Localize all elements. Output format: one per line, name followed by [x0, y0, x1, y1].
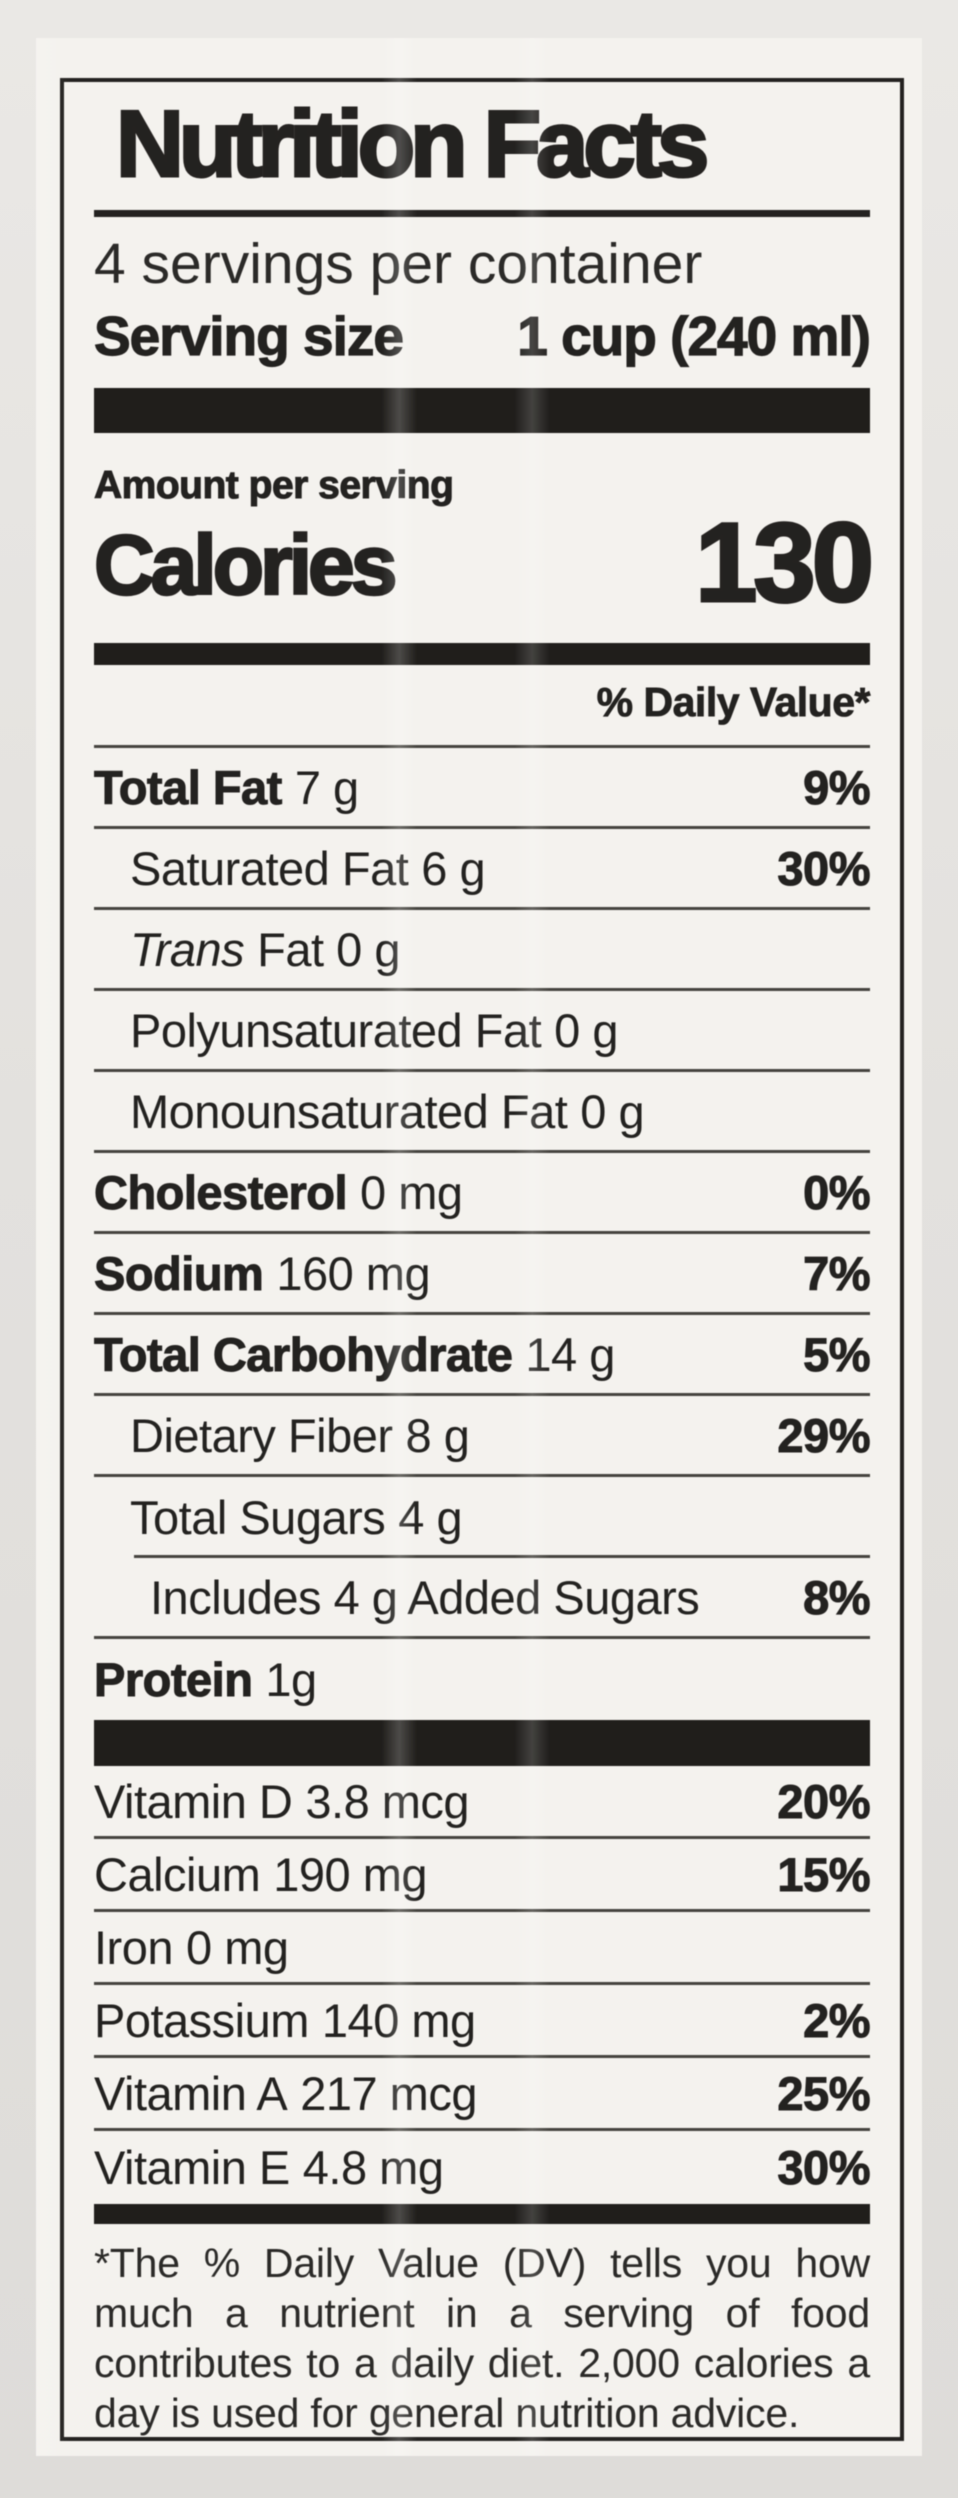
nutrient-amount: 3.8 mcg [305, 1774, 470, 1828]
nutrient-amount: 0 g [580, 1084, 645, 1138]
nutrient-dv: 29% [777, 1408, 871, 1462]
nutrient-dv: 7% [803, 1246, 871, 1300]
nutrient-name: Vitamin E [94, 2141, 290, 2194]
nutrient-row: Includes 4 g Added Sugars 8% [94, 1558, 871, 1639]
nutrient-amount: 140 mg [321, 1993, 476, 2047]
nutrient-name: Total Fat [94, 760, 283, 814]
nutrient-amount: 8 g [405, 1408, 470, 1462]
nutrient-name: Total Sugars [130, 1491, 386, 1544]
nutrient-name: Potassium [94, 1993, 309, 2047]
nutrient-row: Sodium 160 mg 7% [93, 1234, 871, 1315]
calories-value: 130 [694, 500, 876, 625]
nutrient-dv: 2% [803, 1993, 871, 2047]
nutrient-name: Dietary Fiber [130, 1408, 393, 1462]
vitamin-row: Vitamin D 3.8 mcg 20% [94, 1766, 871, 1839]
nutrient-row: Total Sugars 4 g [94, 1477, 870, 1558]
nutrient-amount: 4 g [398, 1491, 463, 1544]
serving-size-value: 1 cup (240 ml) [517, 304, 872, 367]
nutrient-name: Saturated Fat [130, 841, 409, 895]
nutrient-name: Cholesterol [93, 1165, 348, 1219]
nutrient-amount: 0 mg [360, 1165, 463, 1219]
nutrient-row: Cholesterol 0 mg 0% [93, 1153, 871, 1234]
nutrient-amount: Fat 0 g [257, 922, 400, 976]
amount-per-serving: Amount per serving [94, 464, 455, 507]
vitamin-row: Potassium 140 mg 2% [94, 1985, 871, 2058]
nutrient-amount: 0 mg [186, 1920, 289, 1974]
nutrient-name: Iron [94, 1920, 174, 1974]
separator-bar-thick [94, 388, 870, 433]
nutrient-name: Polyunsaturated Fat [130, 1003, 542, 1057]
serving-size-row: Serving size 1 cup (240 ml) [93, 304, 872, 368]
nutrient-row: Dietary Fiber 8 g 29% [94, 1396, 871, 1477]
vitamin-row: Vitamin E 4.8 mg 30% [94, 2131, 871, 2204]
nutrient-name: Vitamin D [94, 1774, 293, 1828]
label-border-box: Nutrition Facts 4 servings per container… [60, 78, 904, 2441]
daily-value-footnote: *The % Daily Value (DV) tells you how mu… [94, 2240, 870, 2436]
nutrition-label: Nutrition Facts 4 servings per container… [36, 38, 922, 2456]
nutrient-row: Trans Fat 0 g [94, 910, 870, 991]
nutrient-name: Protein [93, 1653, 253, 1707]
nutrient-dv: 8% [803, 1570, 871, 1624]
label-title: Nutrition Facts [94, 82, 870, 217]
nutrient-row: Polyunsaturated Fat 0 g [94, 991, 870, 1072]
servings-per-container: 4 servings per container [94, 232, 703, 296]
nutrient-amount: 1g [265, 1653, 317, 1706]
nutrient-amount: 14 g [525, 1327, 615, 1381]
nutrient-dv: 20% [777, 1774, 871, 1828]
separator-bar-medium [94, 2204, 870, 2224]
calories-row: Calories 130 [93, 500, 876, 625]
nutrient-name: Includes 4 g Added Sugars [150, 1570, 700, 1624]
nutrient-name: Vitamin A [94, 2066, 288, 2120]
vitamin-row: Iron 0 mg [94, 1912, 870, 1985]
nutrient-dv: 5% [803, 1327, 871, 1381]
nutrient-row: Total Carbohydrate 14 g 5% [93, 1315, 871, 1396]
nutrient-row: Total Fat 7 g 9% [94, 748, 871, 829]
nutrient-amount: 190 mg [273, 1847, 428, 1901]
daily-value-header: % Daily Value* [94, 665, 871, 748]
nutrient-name: Calcium [94, 1847, 261, 1901]
nutrient-amount: 160 mg [276, 1246, 431, 1300]
nutrient-name: Total Carbohydrate [93, 1327, 513, 1381]
nutrient-row: Saturated Fat 6 g 30% [94, 829, 871, 910]
nutrient-row: Monounsaturated Fat 0 g [94, 1072, 870, 1153]
nutrient-dv: 25% [777, 2066, 871, 2120]
nutrient-name: Sodium [93, 1246, 264, 1300]
nutrient-dv: 30% [777, 2141, 871, 2195]
nutrient-amount: 0 g [554, 1003, 618, 1057]
vitamin-row: Calcium 190 mg 15% [94, 1839, 871, 1912]
nutrient-name: Trans [130, 922, 245, 976]
separator-bar-medium [94, 643, 870, 665]
nutrient-dv: 0% [803, 1165, 871, 1219]
nutrient-name: Monounsaturated Fat [130, 1084, 568, 1138]
nutrient-dv: 15% [777, 1847, 871, 1901]
nutrient-amount: 217 mcg [300, 2066, 477, 2120]
nutrient-dv: 30% [777, 841, 871, 895]
serving-size-label: Serving size [93, 304, 404, 367]
nutrient-amount: 6 g [421, 841, 486, 895]
vitamin-row: Vitamin A 217 mcg 25% [94, 2058, 871, 2131]
calories-label: Calories [93, 517, 399, 614]
nutrient-amount: 7 g [294, 760, 359, 814]
nutrient-amount: 4.8 mg [302, 2141, 444, 2194]
nutrient-dv: 9% [803, 760, 871, 814]
nutrient-row: Protein 1g [93, 1639, 870, 1720]
separator-bar-thick [94, 1720, 870, 1766]
